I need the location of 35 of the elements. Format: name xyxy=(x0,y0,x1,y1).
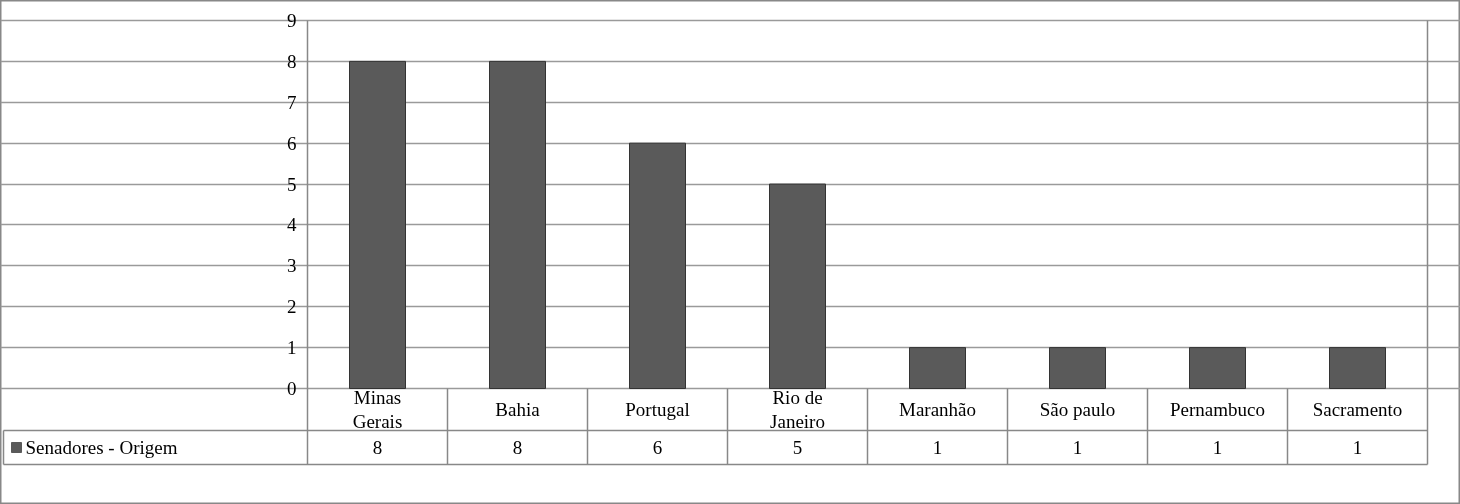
data-label: 1 xyxy=(1352,437,1363,458)
data-label: 8 xyxy=(372,437,383,458)
data-label: 6 xyxy=(652,437,663,458)
x-tick-label: Minas Gerais xyxy=(352,386,403,433)
bar xyxy=(489,60,546,389)
y-tick-label: 2 xyxy=(287,296,297,318)
x-tick-label: Portugal xyxy=(625,399,690,420)
y-tick-label: 4 xyxy=(287,214,297,236)
bar xyxy=(1189,347,1246,389)
y-tick-label: 3 xyxy=(287,255,297,277)
x-tick-label: Rio de Janeiro xyxy=(770,386,825,433)
legend-label: Senadores - Origem xyxy=(25,437,178,458)
x-tick-label: Pernambuco xyxy=(1170,399,1265,420)
bar xyxy=(909,347,966,389)
x-tick-label: São paulo xyxy=(1039,399,1116,420)
bar xyxy=(769,183,826,389)
data-label: 1 xyxy=(1072,437,1083,458)
x-tick-label: Sacramento xyxy=(1312,399,1403,420)
x-tick-label: Bahia xyxy=(495,399,541,420)
y-tick-label: 6 xyxy=(287,132,297,154)
y-tick-label: 7 xyxy=(287,91,297,113)
y-tick-label: 9 xyxy=(287,10,297,31)
data-label: 8 xyxy=(512,437,523,458)
y-tick-label: 8 xyxy=(287,50,297,72)
data-label: 5 xyxy=(792,437,803,458)
data-label: 1 xyxy=(932,437,943,458)
x-tick-label: Maranhão xyxy=(898,399,977,420)
bar xyxy=(349,60,406,389)
bar xyxy=(1329,347,1386,389)
y-tick-label: 5 xyxy=(287,173,297,195)
data-label: 1 xyxy=(1212,437,1223,458)
bar xyxy=(629,142,686,389)
y-tick-label: 1 xyxy=(287,337,297,359)
bar xyxy=(1049,347,1106,389)
y-tick-label: 0 xyxy=(287,378,297,399)
